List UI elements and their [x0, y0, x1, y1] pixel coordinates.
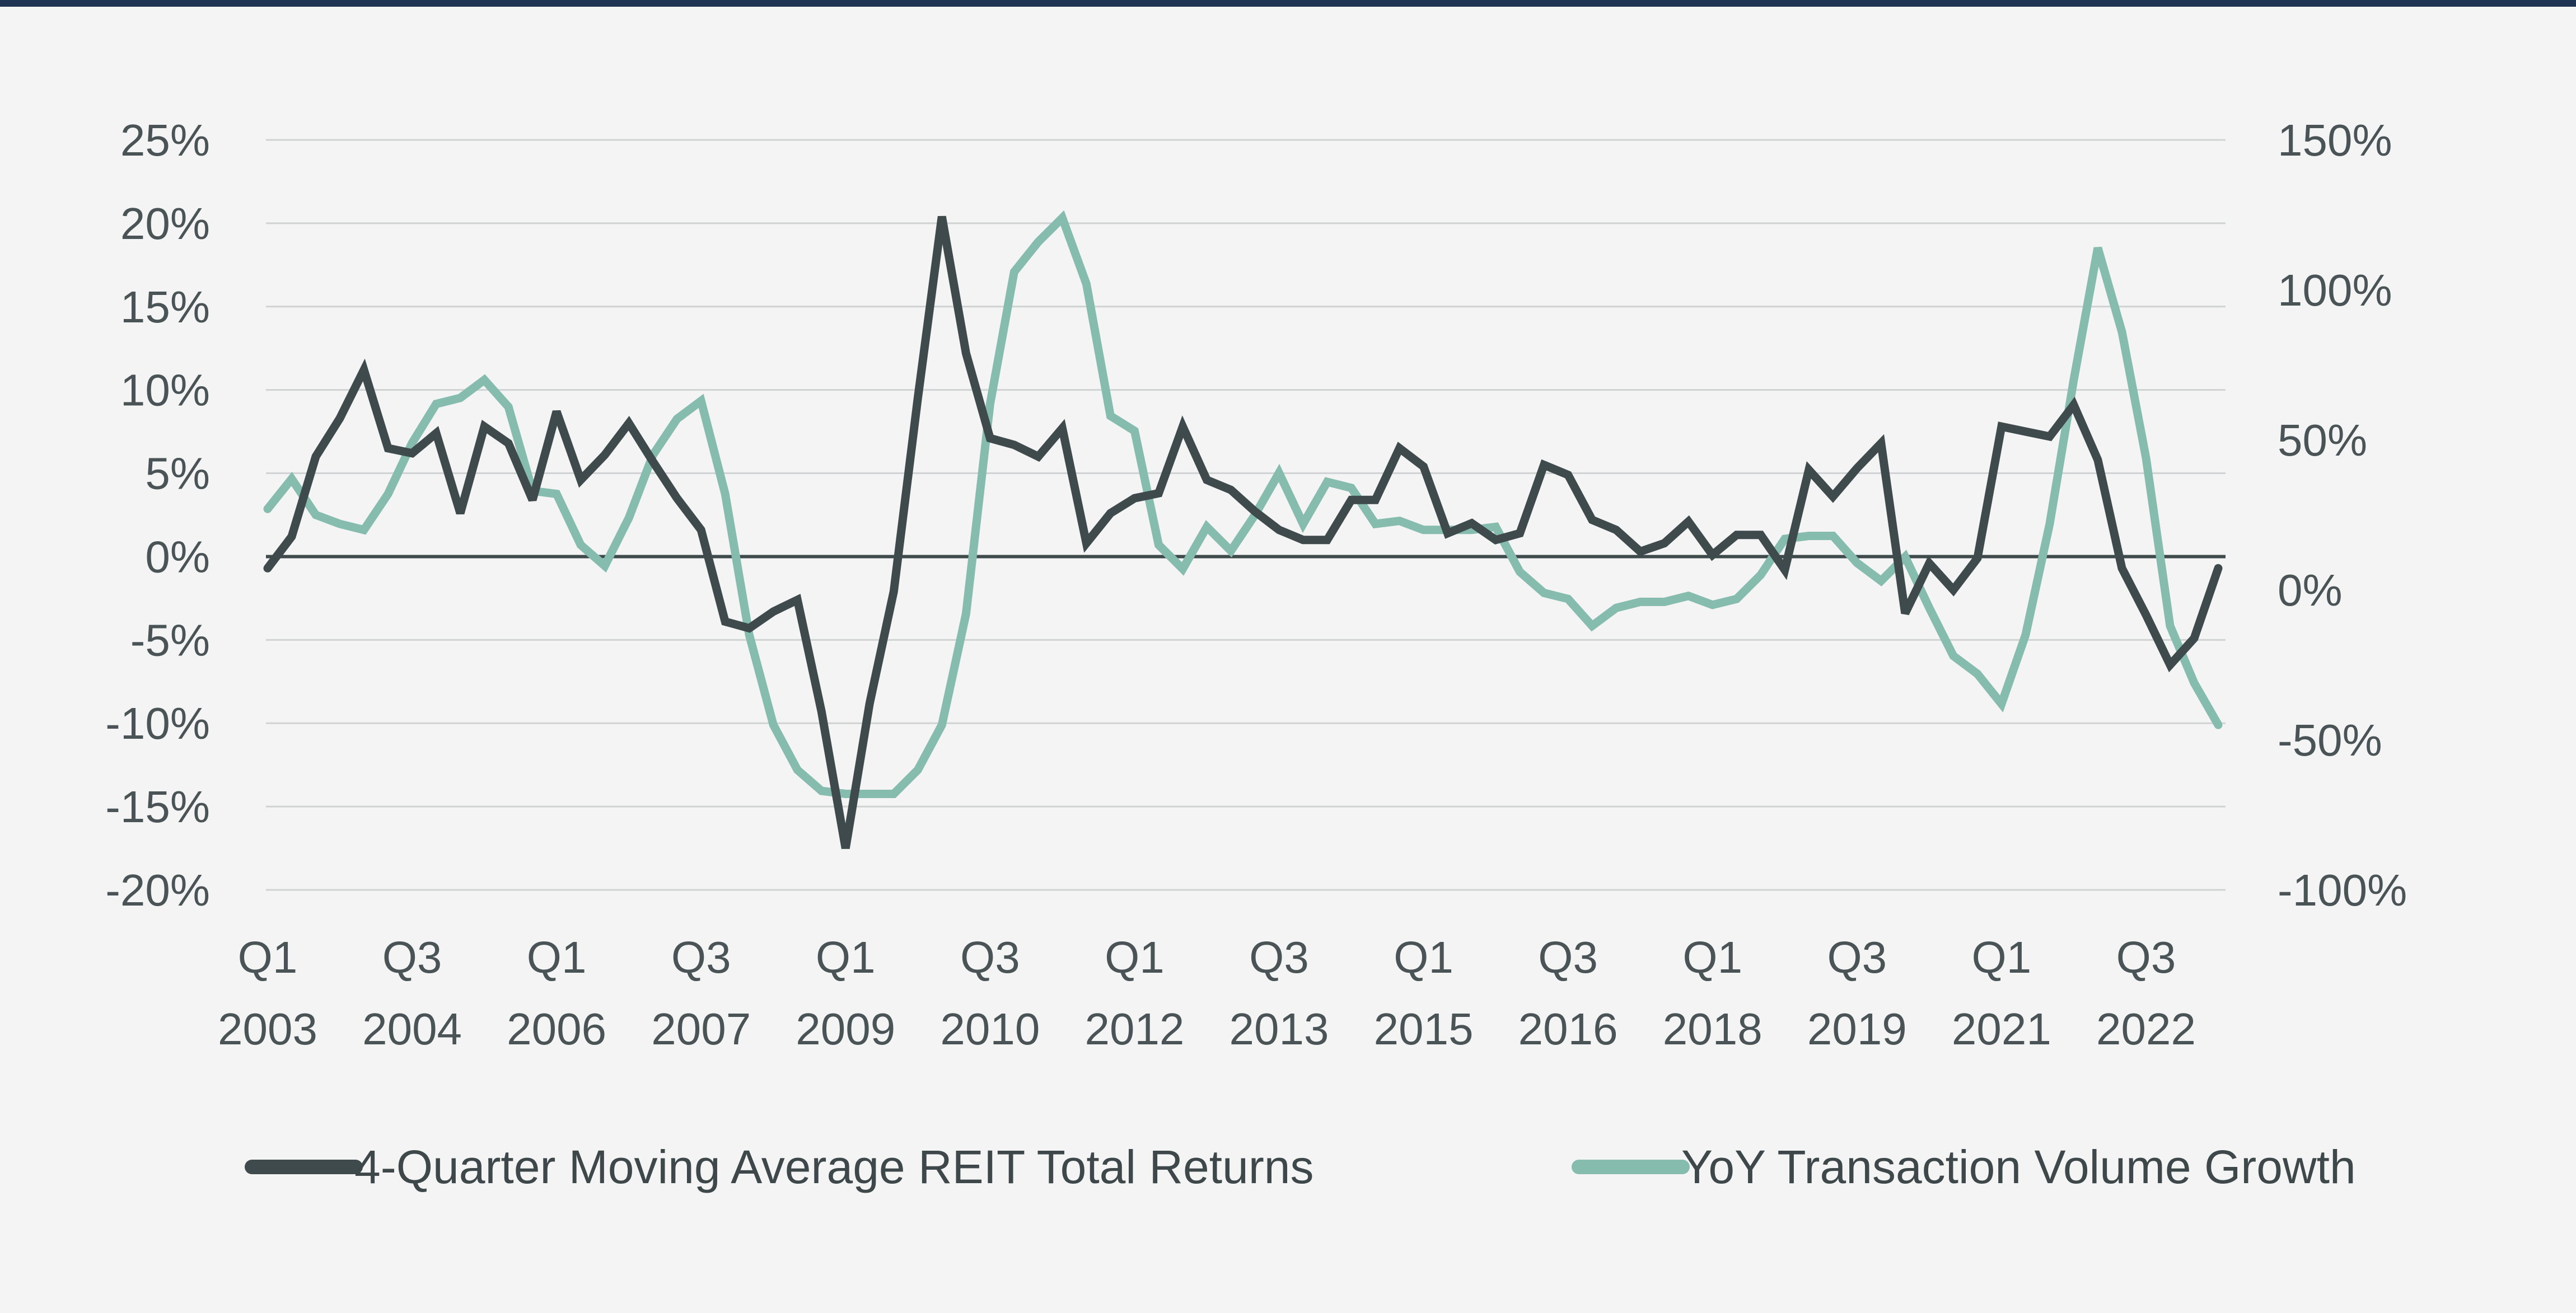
x-axis-quarter-label: Q3 [960, 932, 1020, 982]
x-axis-year-label: 2021 [1952, 1004, 2051, 1054]
left-axis-ticks: 25% 20% 15% 10% 5% 0% -5% -10% -15% -20% [105, 115, 210, 915]
right-axis-tick-label: 100% [2278, 265, 2392, 315]
x-axis-year-label: 2015 [1374, 1004, 1474, 1054]
left-axis-tick-label: -20% [105, 865, 210, 915]
x-axis-quarter-label: Q1 [238, 932, 298, 982]
right-axis-tick-label: -50% [2278, 715, 2382, 765]
x-axis-quarter-label: Q1 [1972, 932, 2032, 982]
left-axis-tick-label: 10% [120, 365, 210, 415]
right-axis-tick-label: -100% [2278, 865, 2407, 915]
x-axis-year-label: 2018 [1663, 1004, 1762, 1054]
left-axis-tick-label: -5% [130, 615, 210, 665]
x-axis-quarter-label: Q1 [816, 932, 876, 982]
x-axis-year-label: 2016 [1518, 1004, 1618, 1054]
right-axis-tick-label: 50% [2278, 415, 2367, 465]
left-axis-tick-label: -15% [105, 782, 210, 832]
x-axis-year-label: 2012 [1084, 1004, 1184, 1054]
right-axis-ticks: 150% 100% 50% 0% -50% -100% [2278, 115, 2407, 915]
x-axis-quarter-label: Q3 [1827, 932, 1887, 982]
left-axis-tick-label: 25% [120, 115, 210, 165]
x-axis-year-label: 2004 [362, 1004, 462, 1054]
legend-label-transaction-volume: YoY Transaction Volume Growth [1681, 1141, 2356, 1193]
x-axis-year-label: 2007 [651, 1004, 751, 1054]
x-axis-quarter-label: Q1 [1394, 932, 1453, 982]
x-axis-ticks: Q1 2003 Q3 2004 Q1 2006 Q3 2007 Q1 2009 Q3 2010 Q1 20… [218, 932, 2196, 1054]
right-axis-tick-label: 150% [2278, 115, 2392, 165]
series-line-transaction-volume [263, 210, 2223, 798]
x-axis-quarter-label: Q1 [1682, 932, 1742, 982]
left-axis-tick-label: 20% [120, 199, 210, 248]
x-axis-quarter-label: Q3 [382, 932, 442, 982]
legend: 4-Quarter Moving Average REIT Total Retu… [245, 1141, 2356, 1193]
x-axis-year-label: 2022 [2096, 1004, 2196, 1054]
x-axis-year-label: 2010 [940, 1004, 1040, 1054]
x-axis-quarter-label: Q3 [2116, 932, 2176, 982]
x-axis-year-label: 2013 [1229, 1004, 1329, 1054]
x-axis-year-label: 2003 [218, 1004, 317, 1054]
x-axis-year-label: 2019 [1807, 1004, 1907, 1054]
x-axis-quarter-label: Q3 [1538, 932, 1598, 982]
left-axis-tick-label: 0% [145, 532, 210, 582]
legend-label-reit-returns: 4-Quarter Moving Average REIT Total Retu… [354, 1141, 1314, 1193]
left-axis-tick-label: 15% [120, 282, 210, 332]
x-axis-year-label: 2006 [507, 1004, 606, 1054]
top-rule [0, 0, 2576, 7]
series-line-reit-returns [263, 215, 2223, 849]
x-axis-quarter-label: Q3 [1249, 932, 1309, 982]
left-axis-tick-label: 5% [145, 449, 210, 499]
series-lines [263, 210, 2223, 849]
right-axis-tick-label: 0% [2278, 565, 2343, 615]
x-axis-year-label: 2009 [796, 1004, 895, 1054]
x-axis-quarter-label: Q3 [671, 932, 731, 982]
gridlines [266, 139, 2226, 891]
x-axis-quarter-label: Q1 [1105, 932, 1165, 982]
left-axis-tick-label: -10% [105, 698, 210, 748]
x-axis-quarter-label: Q1 [527, 932, 587, 982]
